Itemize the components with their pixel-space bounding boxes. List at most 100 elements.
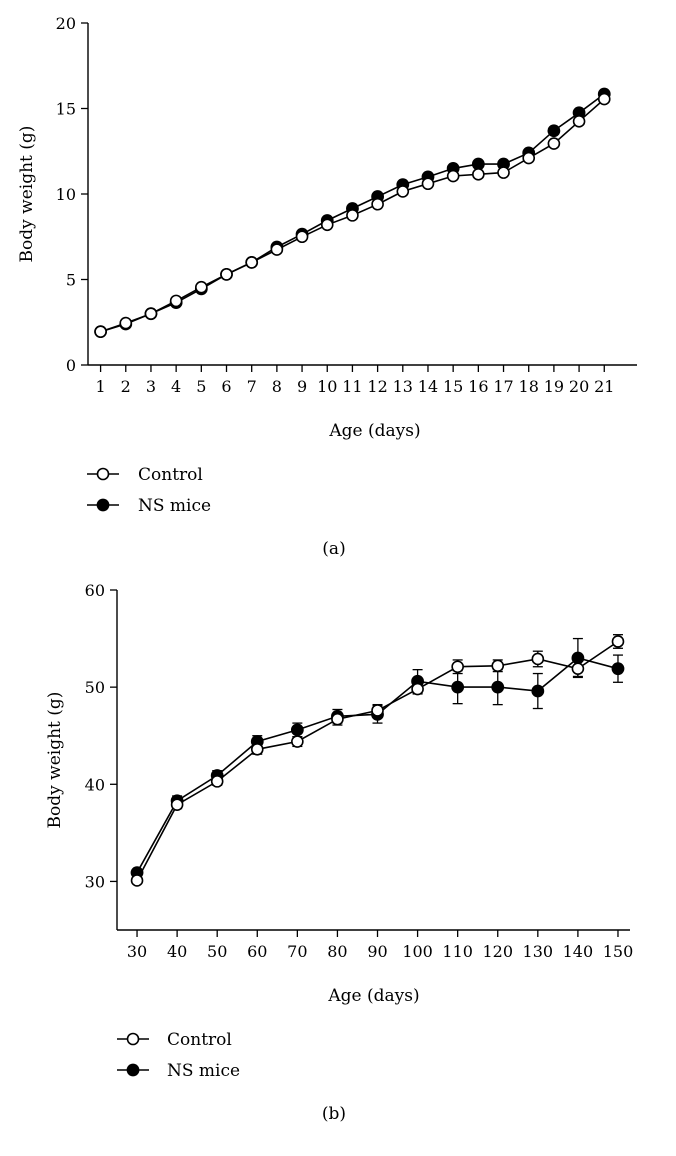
legend-b: Control NS mice	[117, 1030, 240, 1081]
x-tick-label-b: 30	[127, 942, 147, 961]
data-point-control	[94, 325, 107, 338]
y-tick-label-a: 0	[66, 356, 76, 375]
x-tick-label-b: 110	[442, 942, 473, 961]
data-point-control	[295, 230, 309, 244]
data-point-control	[571, 662, 585, 675]
data-point-control	[522, 151, 536, 165]
data-point-control	[572, 115, 586, 128]
panel-label-a: (a)	[322, 539, 345, 559]
x-tick-label-a: 5	[196, 377, 206, 396]
data-point-ns-mice	[571, 651, 585, 665]
x-axis-label-b: Age (days)	[327, 986, 419, 1006]
y-tick-label-b: 50	[85, 678, 105, 697]
data-point-control	[451, 660, 464, 674]
x-tick-label-b: 90	[367, 942, 387, 961]
legend-item-control-a: Control	[87, 465, 203, 485]
x-axis-label-a: Age (days)	[328, 421, 420, 441]
x-tick-label-b: 60	[247, 942, 267, 961]
x-tick-label-b: 50	[207, 942, 227, 961]
axes-b: 30 40 50 60 30 40 50 60 70 80 90 100 110 120 130 140 150	[85, 581, 634, 961]
x-tick-label-a: 11	[342, 377, 362, 396]
data-point-control	[611, 635, 625, 648]
data-point-control	[130, 874, 144, 887]
legend-label-control-a: Control	[138, 465, 203, 485]
data-point-control	[169, 294, 183, 308]
x-tick-label-a: 15	[443, 377, 463, 396]
x-tick-label-b: 150	[603, 942, 634, 961]
legend-marker-control-b	[126, 1032, 140, 1046]
legend-item-ns-mice-a: NS mice	[87, 496, 211, 516]
data-point-control	[531, 652, 545, 666]
x-tick-label-a: 19	[544, 377, 564, 396]
x-tick-label-a: 3	[146, 377, 156, 396]
x-tick-label-a: 7	[247, 377, 257, 396]
y-axis-label-a: Body weight (g)	[17, 126, 37, 263]
x-tick-label-a: 2	[121, 377, 131, 396]
data-point-control	[220, 268, 233, 281]
data-point-control	[371, 704, 384, 717]
data-point-control	[421, 177, 435, 191]
data-point-control	[320, 218, 334, 232]
x-tick-label-b: 140	[563, 942, 594, 961]
data-point-control	[491, 659, 505, 673]
legend-item-ns-mice-b: NS mice	[117, 1061, 240, 1081]
data-point-ns-mice	[451, 680, 465, 694]
x-tick-label-a: 17	[493, 377, 513, 396]
x-tick-label-a: 12	[367, 377, 387, 396]
x-tick-label-a: 21	[594, 377, 614, 396]
x-tick-label-a: 18	[519, 377, 539, 396]
data-point-control	[250, 743, 264, 756]
x-tick-label-a: 1	[95, 377, 105, 396]
x-tick-label-b: 70	[287, 942, 307, 961]
y-axis-label-b: Body weight (g)	[45, 692, 65, 829]
data-point-control	[371, 197, 384, 211]
x-tick-label-a: 16	[468, 377, 488, 396]
data-point-control	[245, 256, 258, 269]
series-line-control	[136, 640, 619, 881]
marks-b	[130, 634, 625, 887]
x-tick-label-b: 80	[327, 942, 347, 961]
data-point-control	[472, 168, 485, 181]
data-point-control	[497, 166, 510, 179]
x-tick-label-a: 13	[393, 377, 413, 396]
x-tick-label-b: 120	[482, 942, 513, 961]
data-point-control	[331, 712, 344, 726]
y-tick-label-a: 20	[56, 14, 76, 33]
data-point-control	[597, 92, 611, 106]
x-tick-label-b: 100	[402, 942, 433, 961]
chart-panel-b: 30 40 50 60 30 40 50 60 70 80 90 100 110 120 130 140 150…	[45, 581, 633, 1124]
data-point-ns-mice	[611, 662, 625, 676]
legend-label-control-b: Control	[167, 1030, 232, 1050]
data-point-control	[270, 243, 284, 256]
legend-marker-ns-mice-a	[96, 498, 110, 512]
data-point-control	[210, 775, 224, 788]
data-point-ns-mice	[531, 684, 545, 698]
x-tick-label-b: 130	[523, 942, 554, 961]
data-point-ns-mice	[290, 723, 304, 737]
data-point-control	[170, 798, 184, 811]
data-point-control	[446, 169, 460, 183]
marks-a	[94, 87, 611, 339]
data-point-control	[411, 682, 424, 696]
x-tick-label-a: 20	[569, 377, 589, 396]
x-tick-label-a: 14	[418, 377, 438, 396]
data-point-control	[291, 735, 304, 748]
y-tick-label-b: 40	[85, 775, 105, 794]
x-tick-label-a: 8	[272, 377, 282, 396]
x-tick-label-a: 9	[297, 377, 307, 396]
data-point-ns-mice	[547, 124, 561, 138]
legend-label-ns-mice-a: NS mice	[138, 496, 211, 516]
data-point-ns-mice	[491, 680, 505, 694]
legend-label-ns-mice-b: NS mice	[167, 1061, 240, 1081]
y-tick-label-a: 10	[56, 185, 76, 204]
panel-label-b: (b)	[322, 1104, 346, 1124]
x-tick-label-a: 6	[221, 377, 231, 396]
x-tick-label-a: 4	[171, 377, 181, 396]
y-tick-label-a: 15	[56, 100, 76, 119]
data-point-control	[547, 137, 561, 150]
data-point-control	[144, 307, 158, 321]
x-tick-label-a: 10	[317, 377, 337, 396]
